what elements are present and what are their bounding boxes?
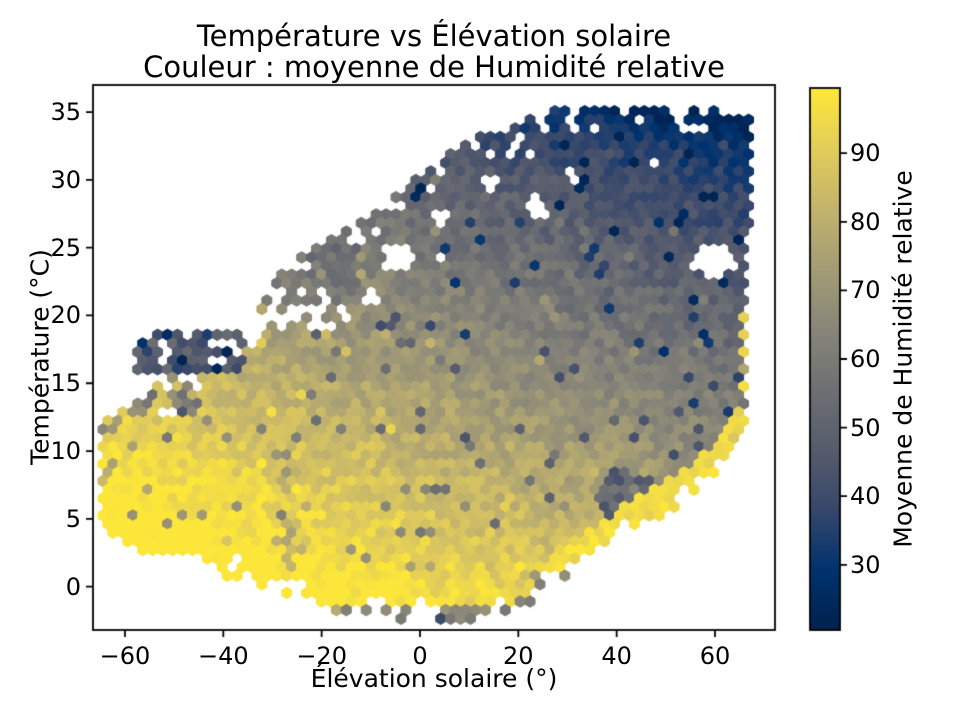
x-tick-label: 0 xyxy=(412,642,428,670)
colorbar-tick-label: 80 xyxy=(850,207,881,236)
y-tick-label: 15 xyxy=(50,369,81,398)
x-tick-label: −20 xyxy=(296,642,347,670)
colorbar-tick-label: 50 xyxy=(850,413,881,442)
colorbar-label: Moyenne de Humidité relative xyxy=(888,170,918,548)
y-tick-label: 30 xyxy=(50,165,81,194)
x-tick-label: 60 xyxy=(699,642,731,670)
colorbar-tick-label: 70 xyxy=(850,276,881,305)
y-axis-label: Température (°C) xyxy=(25,249,55,465)
x-axis-label: Élévation solaire (°) xyxy=(310,664,558,693)
x-tick-label: 20 xyxy=(503,642,534,670)
y-tick-label: 5 xyxy=(65,504,81,533)
y-tick-label: 0 xyxy=(65,572,81,601)
colorbar-tick-label: 40 xyxy=(850,482,881,511)
y-tick-label: 35 xyxy=(50,98,81,127)
chart-title-line2: Couleur : moyenne de Humidité relative xyxy=(143,50,725,84)
x-tick-label: 40 xyxy=(601,642,632,670)
chart-title-line1: Température vs Élévation solaire xyxy=(196,19,672,53)
chart-title: Température vs Élévation solaire Couleur… xyxy=(93,21,775,83)
y-tick-label: 10 xyxy=(50,437,81,466)
colorbar-tick-label: 60 xyxy=(850,345,881,373)
y-tick-label: 25 xyxy=(50,233,81,262)
x-tick-label: −40 xyxy=(197,642,249,670)
y-tick-label: 20 xyxy=(50,301,81,330)
x-tick-label: −60 xyxy=(99,642,151,670)
colorbar-tick-label: 90 xyxy=(850,139,881,168)
colorbar-tick-label: 30 xyxy=(850,550,881,579)
